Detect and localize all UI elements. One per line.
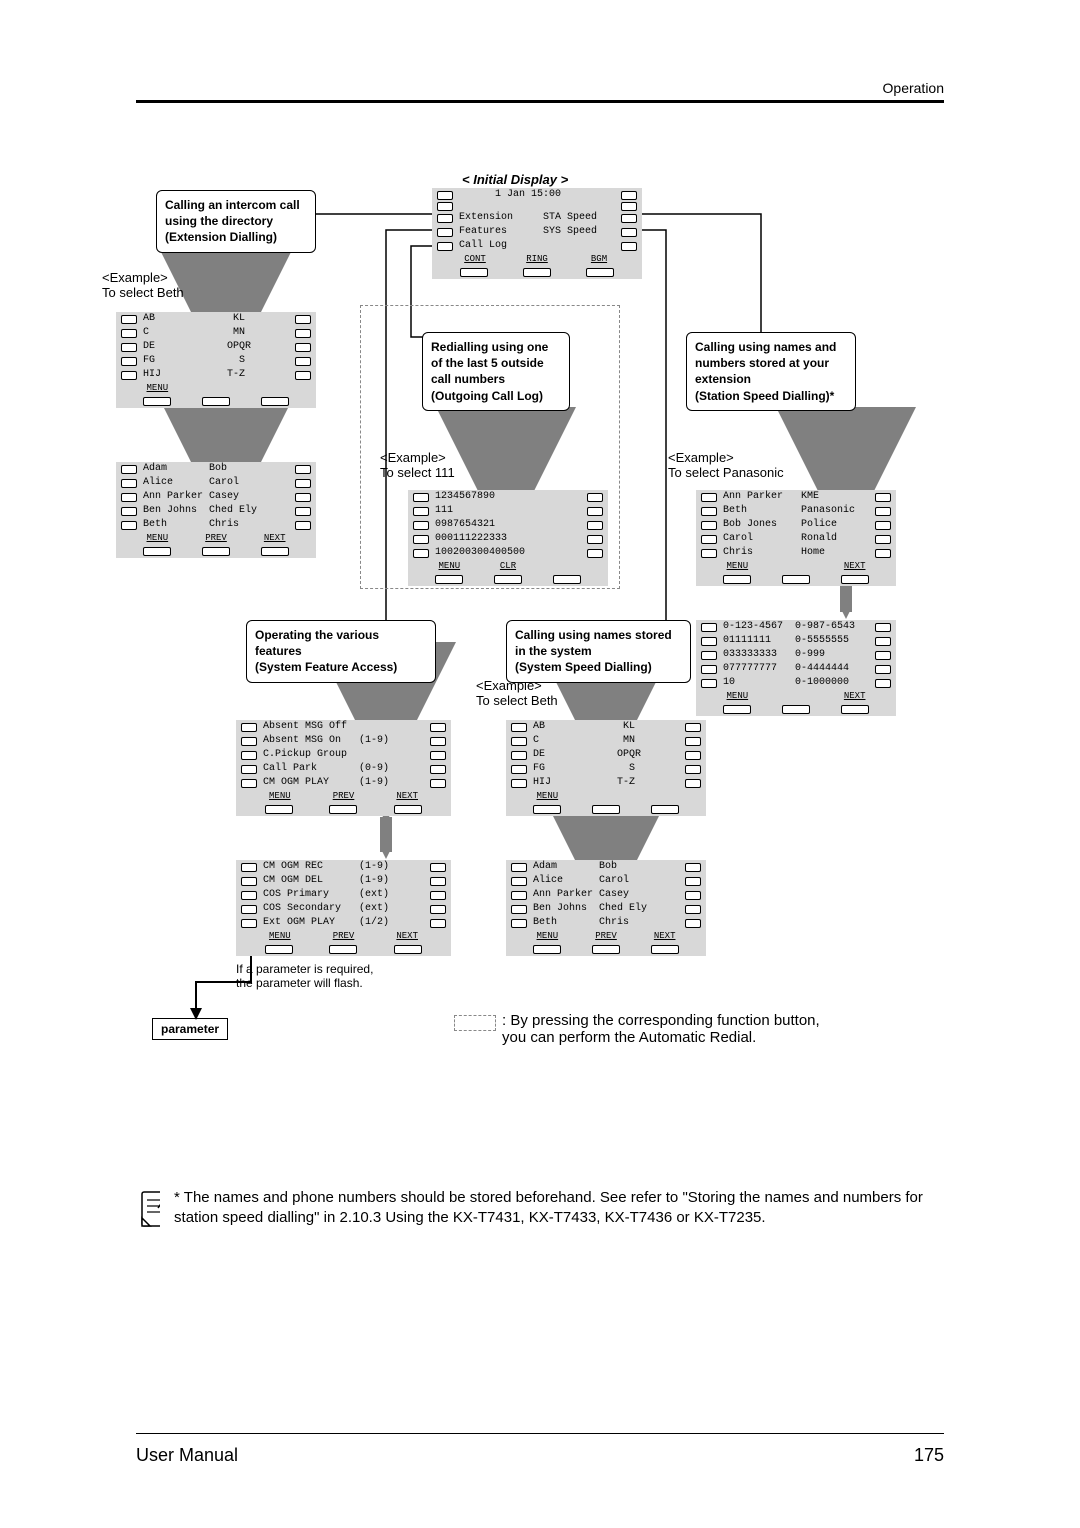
box-redial-text: Redialling using one of the last 5 outsi… <box>431 340 548 403</box>
example-beth: <Example> To select Beth <box>102 270 184 300</box>
lcd-features-1: Absent MSG Off Absent MSG On (1-9) C.Pic… <box>236 720 451 816</box>
lcd-alpha: AB KL C MN DE OPQR FG S HIJ T-Z MENU <box>116 312 316 408</box>
lcd-names: Adam Bob Alice Carol Ann Parker Casey Be… <box>116 462 316 558</box>
box-intercom: Calling an intercom call using the direc… <box>156 190 316 253</box>
box-sys-speed-text: Calling using names stored in the system… <box>515 628 672 674</box>
header-rule <box>136 100 944 103</box>
lcd-station-numbers: 0-123-4567 0-987-6543 01111111 0-5555555… <box>696 620 896 716</box>
example-111: <Example> To select 111 <box>380 450 455 480</box>
box-intercom-text: Calling an intercom call using the direc… <box>165 198 300 244</box>
footnote-section: * The names and phone numbers should be … <box>136 1188 944 1236</box>
footer-left: User Manual <box>136 1445 238 1466</box>
lcd-station-names: Ann Parker KME Beth Panasonic Bob Jones … <box>696 490 896 586</box>
box-features: Operating the various features (System F… <box>246 620 436 683</box>
lcd-names-2: Adam Bob Alice Carol Ann Parker Casey Be… <box>506 860 706 956</box>
header-section-label: Operation <box>883 80 944 96</box>
footnote-text: * The names and phone numbers should be … <box>174 1188 944 1229</box>
example-panasonic: <Example> To select Panasonic <box>668 450 784 480</box>
box-features-text: Operating the various features (System F… <box>255 628 397 674</box>
initial-display-title: < Initial Display > <box>462 172 568 187</box>
lcd-initial: 1 Jan 15:00 Extension STA Speed Features… <box>432 188 642 279</box>
footer-rule <box>136 1433 944 1434</box>
box-station-text: Calling using names and numbers stored a… <box>695 340 836 403</box>
note-icon <box>136 1188 160 1236</box>
lcd-alpha-2: AB KL C MN DE OPQR FG S HIJ T-Z MENU <box>506 720 706 816</box>
lcd-numbers: 1234567890 111 0987654321 000111222333 1… <box>408 490 608 586</box>
lcd-features-2: CM OGM REC (1-9) CM OGM DEL (1-9) COS Pr… <box>236 860 451 956</box>
footer-right: 175 <box>914 1445 944 1466</box>
box-redial: Redialling using one of the last 5 outsi… <box>422 332 570 411</box>
box-sys-speed: Calling using names stored in the system… <box>506 620 691 683</box>
box-station-speed: Calling using names and numbers stored a… <box>686 332 856 411</box>
